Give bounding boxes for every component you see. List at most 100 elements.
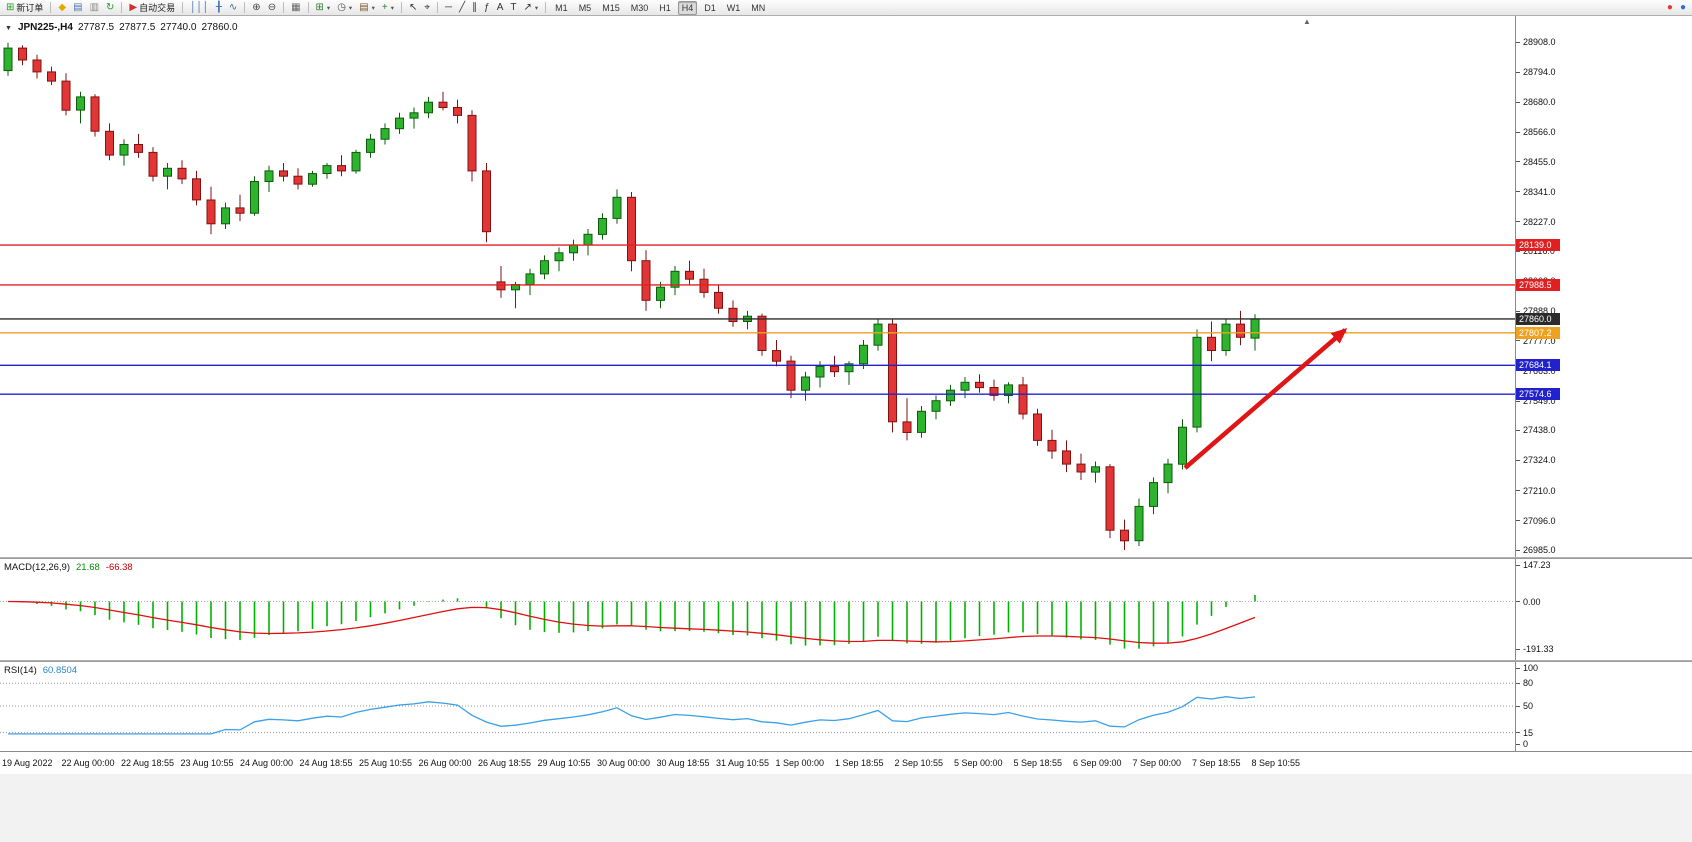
new-chart-icon: ⊞ [315,1,324,13]
news-indicator-button[interactable]: ● [1664,0,1676,15]
zoom-out-button[interactable]: ⊖ [265,0,279,15]
channel-tool-icon: ∥ [472,1,478,13]
tile-windows-button[interactable]: ▦ [288,0,303,15]
templates-button[interactable]: ▤ ▾ [356,0,378,15]
price-axis-label: 28341.0 [1523,186,1556,197]
candle [1178,426,1187,465]
price-axis-label: 28908.0 [1523,37,1556,47]
timeframe-d1-button[interactable]: D1 [704,2,716,13]
new-order-button[interactable]: ⊞ 新订单 [3,0,46,15]
line-chart-mode-button[interactable]: ∿ [226,0,240,15]
candle [105,130,114,156]
metaeditor-button[interactable]: ◆ [55,0,69,15]
price-axis-tick [1516,490,1520,492]
candle [612,196,622,219]
community-indicator-button[interactable]: ● [1677,0,1689,15]
text-tool-button[interactable]: A [494,0,507,15]
candle [18,47,27,61]
candlestick-chart[interactable] [0,16,1516,557]
time-axis-label: 19 Aug 2022 [2,758,53,768]
chart-plot-area[interactable]: ▼ JPN225-,H4 27787.5 27877.5 27740.0 278… [0,16,1516,557]
time-axis-label: 25 Aug 10:55 [359,758,413,768]
horizontal-line-tool-button[interactable]: ─ [442,0,455,15]
rsi-label: RSI(14) 60.8504 [4,665,77,676]
candle [163,167,172,177]
refresh-button[interactable]: ↻ [103,0,117,15]
candle [960,381,970,391]
arrows-tool-button[interactable]: ↗ ▾ [521,0,542,15]
timeframe-m1-button[interactable]: M1 [555,2,568,13]
time-axis[interactable]: 19 Aug 2022 22 Aug 00:00 22 Aug 18:55 23 Au… [0,751,1692,774]
new-chart-button[interactable]: ⊞ ▾ [313,0,334,15]
price-line-badge: 28139.0 [1516,239,1560,252]
time-axis-label: 2 Sep 10:55 [894,758,944,768]
cursor-button[interactable]: ↖ [406,0,420,15]
one-click-trading-toggle[interactable]: ▼ [5,25,12,32]
timeframe-h4-button[interactable]: H4 [677,0,698,15]
timeframe-w1-button[interactable]: W1 [726,2,741,13]
candle [206,199,216,225]
macd-plot-area[interactable]: MACD(12,26,9) 21.68 -66.38 [0,559,1516,660]
candle [279,170,288,177]
candle [699,278,709,293]
rsi-axis-label: 80 [1523,678,1534,689]
candle [801,376,810,391]
label-tool-button[interactable]: T [507,0,519,15]
new-order-label: 新订单 [16,3,44,13]
indicators-button[interactable]: + ▾ [379,0,397,15]
candle [525,273,535,285]
candle [931,400,941,412]
zoom-in-button[interactable]: ⊕ [249,0,263,15]
bar-chart-mode-button[interactable]: │││ [187,0,212,15]
trendline-tool-button[interactable]: ╱ [456,0,468,15]
rsi-axis-tick [1516,705,1520,707]
news-indicator-icon: ● [1666,1,1673,13]
rsi-pane: RSI(14) 60.8504 100 80 50 15 0 [0,662,1692,751]
candle [453,107,462,116]
candle [714,291,723,309]
price-axis-tick [1516,71,1520,73]
market-watch-button[interactable]: ▤ [70,0,85,15]
cursor-icon: ↖ [409,1,418,13]
candle [61,80,71,111]
autotrading-button[interactable]: ▶ 自动交易 [126,0,178,15]
candle [873,323,883,346]
candle [148,151,158,177]
price-axis-label: 27888.0 [1523,306,1556,317]
price-axis-label: 28794.0 [1523,67,1556,78]
time-axis-label: 30 Aug 00:00 [597,758,651,768]
timeframe-mn-button[interactable]: MN [751,2,766,13]
macd-name: MACD(12,26,9) [4,562,70,573]
candle-chart-mode-button[interactable]: ╂ [213,0,225,15]
candle [859,344,868,365]
chart-shift-marker[interactable]: ▲ [1303,17,1311,26]
candle [424,101,433,114]
periods-button[interactable]: ◷ ▾ [334,0,355,15]
price-line-badge: 27807.2 [1516,326,1560,339]
candle [90,96,100,132]
time-axis-label: 8 Sep 10:55 [1251,758,1301,768]
time-axis-label: 24 Aug 00:00 [240,758,294,768]
rsi-plot-area[interactable]: RSI(14) 60.8504 [0,662,1516,751]
price-axis-label: 28566.0 [1523,127,1556,138]
price-axis-tick [1516,161,1520,163]
fibonacci-tool-button[interactable]: ƒ [481,0,493,15]
candle [1018,384,1028,415]
candle [656,286,665,301]
timeframe-m30-button[interactable]: M30 [630,2,649,13]
data-window-button[interactable]: ▥ [87,0,102,15]
candle [1192,336,1202,428]
timeframe-m15-button[interactable]: M15 [602,2,620,13]
crosshair-button[interactable]: ⌖ [421,0,433,15]
chevron-down-icon: ▾ [390,4,395,12]
tile-windows-icon: ▦ [291,1,301,13]
timeframe-h1-button[interactable]: H1 [659,2,671,13]
price-axis-label: 28455.0 [1523,156,1556,167]
trend-arrow-annotation[interactable] [1183,328,1348,470]
panel-splitter[interactable] [0,660,1692,662]
candle [1221,323,1231,352]
panel-splitter[interactable] [0,557,1692,559]
candle [467,114,477,172]
channel-tool-button[interactable]: ∥ [469,0,480,15]
timeframe-m5-button[interactable]: M5 [578,2,592,13]
